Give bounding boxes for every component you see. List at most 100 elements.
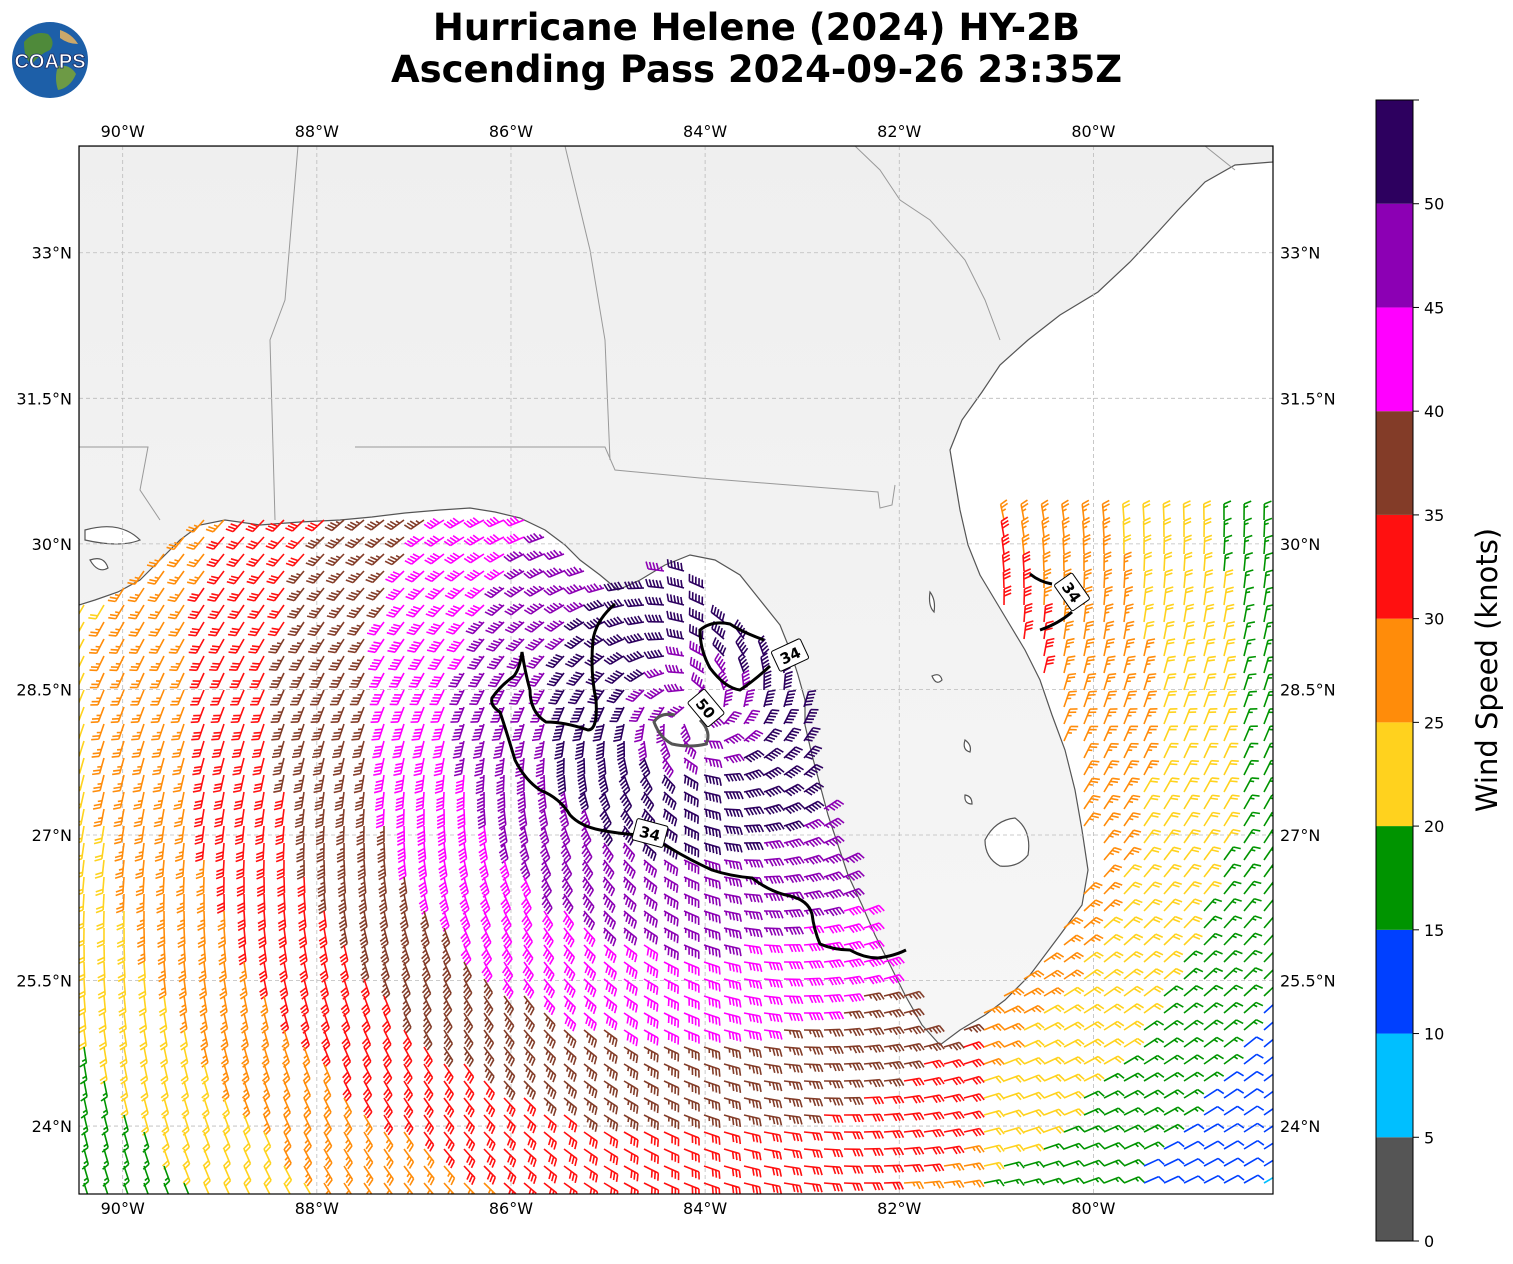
wind-barb [1063, 620, 1074, 640]
wind-barb [423, 535, 445, 547]
wind-barb [1000, 516, 1010, 538]
wind-barb [763, 689, 776, 708]
wind-barb [574, 740, 585, 760]
wind-barb [147, 587, 165, 603]
wind-barb [1021, 533, 1030, 555]
wind-barb [723, 733, 745, 745]
wind-barb [305, 553, 325, 567]
wind-barb [1163, 725, 1178, 742]
lat-tick-label-right: 33°N [1280, 244, 1320, 263]
wind-barb [231, 740, 245, 759]
wind-barb [447, 655, 465, 671]
lon-tick-label-top: 84°W [683, 122, 727, 141]
wind-barb [623, 615, 645, 626]
wind-barb [409, 689, 425, 706]
wind-barb [285, 536, 305, 550]
wind-barb [463, 552, 485, 564]
logo-text: COAPS [14, 51, 85, 73]
wind-barb [404, 535, 425, 548]
wind-barb [291, 723, 305, 741]
wind-barb [743, 689, 756, 708]
lat-tick-label-left: 28.5°N [16, 680, 72, 699]
wind-barb [128, 638, 145, 654]
wind-barb [365, 587, 385, 601]
wind-barb [1103, 708, 1118, 725]
colorbar-ticks: 0 5 10 15 20 25 30 35 40 45 50 [1413, 99, 1444, 1251]
wind-barb [403, 519, 425, 530]
wind-barb [412, 740, 425, 759]
wind-barb [1223, 534, 1233, 555]
wind-barb [207, 604, 225, 620]
coaps-logo: COAPS [12, 22, 88, 98]
wind-barb [206, 570, 225, 585]
wind-barb [1203, 569, 1214, 589]
wind-barb [1203, 534, 1213, 555]
wind-barb [548, 689, 565, 705]
wind-barb [190, 706, 205, 724]
lon-tick-label-bottom: 84°W [683, 1199, 727, 1218]
wind-barb [167, 587, 185, 603]
wind-barb [1083, 620, 1095, 640]
wind-barb [1263, 638, 1273, 657]
wind-barb [1020, 516, 1030, 538]
wind-barb [79, 655, 85, 669]
wind-barb [79, 621, 85, 633]
wind-barb [666, 610, 685, 623]
wind-barb [1243, 690, 1257, 708]
wind-barb [186, 553, 205, 568]
wind-barb [1143, 655, 1156, 674]
wind-barb [192, 757, 205, 776]
wind-barb [1243, 725, 1258, 742]
wind-barb [463, 517, 485, 529]
wind-barb [388, 672, 405, 688]
wind-barb [230, 706, 245, 724]
colorbar: 0 5 10 15 20 25 30 35 40 45 50 Wind Speed (knots) [1375, 99, 1504, 1251]
wind-barb [285, 519, 305, 532]
wind-barb [1103, 690, 1117, 708]
wind-barb [169, 655, 185, 672]
wind-barb [429, 689, 445, 706]
wind-barb [127, 587, 145, 603]
wind-barb [267, 621, 285, 637]
wind-barb [327, 621, 345, 636]
colorbar-bin [1376, 929, 1413, 1034]
wind-barb [1183, 551, 1193, 572]
wind-barb [112, 757, 125, 776]
wind-barb [348, 655, 365, 671]
wind-barb [271, 740, 285, 759]
wind-barb [226, 553, 245, 568]
wind-barb [430, 706, 445, 723]
wind-barb [1243, 621, 1256, 640]
wind-barb [425, 587, 445, 600]
wind-barb [723, 688, 734, 708]
lat-tick-label-right: 24°N [1280, 1117, 1320, 1136]
wind-barb [89, 638, 105, 655]
wind-barb [470, 706, 485, 723]
wind-barb [1001, 550, 1011, 572]
state-borders [79, 146, 1236, 521]
wind-barb [1223, 655, 1236, 674]
wind-barbs [79, 499, 1273, 1194]
wind-barb [1103, 603, 1114, 623]
lat-tick-label-left: 31.5°N [16, 389, 72, 408]
wind-barb [390, 706, 405, 723]
lon-tick-label-bottom: 86°W [489, 1199, 533, 1218]
wind-barb [207, 587, 225, 602]
wind-barb [91, 757, 105, 776]
wind-barb [389, 689, 405, 706]
wind-barb [1063, 690, 1077, 708]
wind-barb [1223, 551, 1233, 572]
wind-barb [225, 536, 245, 550]
wind-barb [1223, 638, 1236, 657]
wind-barb [763, 728, 783, 743]
wind-barb [89, 655, 105, 672]
wind-barb [503, 533, 525, 545]
wind-barb [325, 570, 345, 584]
wind-barb [1103, 638, 1115, 657]
wind-barb [1123, 603, 1134, 623]
wind-barb [427, 655, 445, 671]
wind-barb [1183, 569, 1194, 589]
wind-barb [186, 570, 205, 585]
lat-tick-label-right: 28.5°N [1280, 680, 1336, 699]
wind-barb [1163, 551, 1173, 572]
